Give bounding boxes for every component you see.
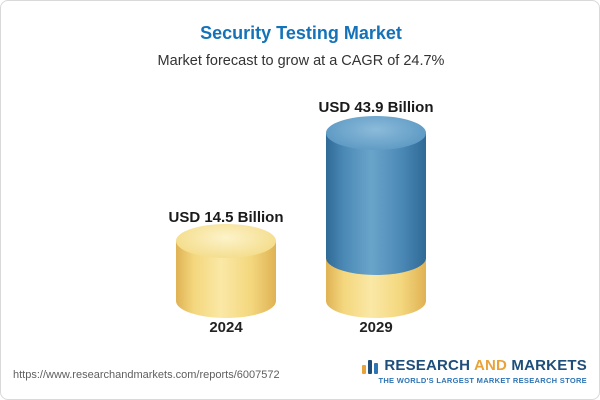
logo-word-research: RESEARCH [384,357,471,374]
logo-tagline: THE WORLD'S LARGEST MARKET RESEARCH STOR… [378,376,587,385]
value-label-2024: USD 14.5 Billion [168,209,284,226]
logo-word-and: AND [473,357,508,374]
research-and-markets-logo: RESEARCH AND MARKETS THE WORLD'S LARGEST… [362,357,587,385]
logo-bars-icon [362,358,379,374]
logo-wordmark: RESEARCH AND MARKETS [384,357,587,374]
report-url-link[interactable]: https://www.researchandmarkets.com/repor… [13,369,280,381]
value-label-2029: USD 43.9 Billion [318,99,434,116]
logo-word-markets: MARKETS [511,357,587,374]
axis-label-2024: 2024 [209,319,243,336]
bar-2029-growth-segment [326,133,426,258]
axis-label-2029: 2029 [359,319,393,336]
chart-title: Security Testing Market [200,23,402,43]
bar-2029-top-ellipse [326,116,426,150]
chart-subtitle: Market forecast to grow at a CAGR of 24.… [157,53,445,69]
bar-2024-top-ellipse [176,224,276,258]
